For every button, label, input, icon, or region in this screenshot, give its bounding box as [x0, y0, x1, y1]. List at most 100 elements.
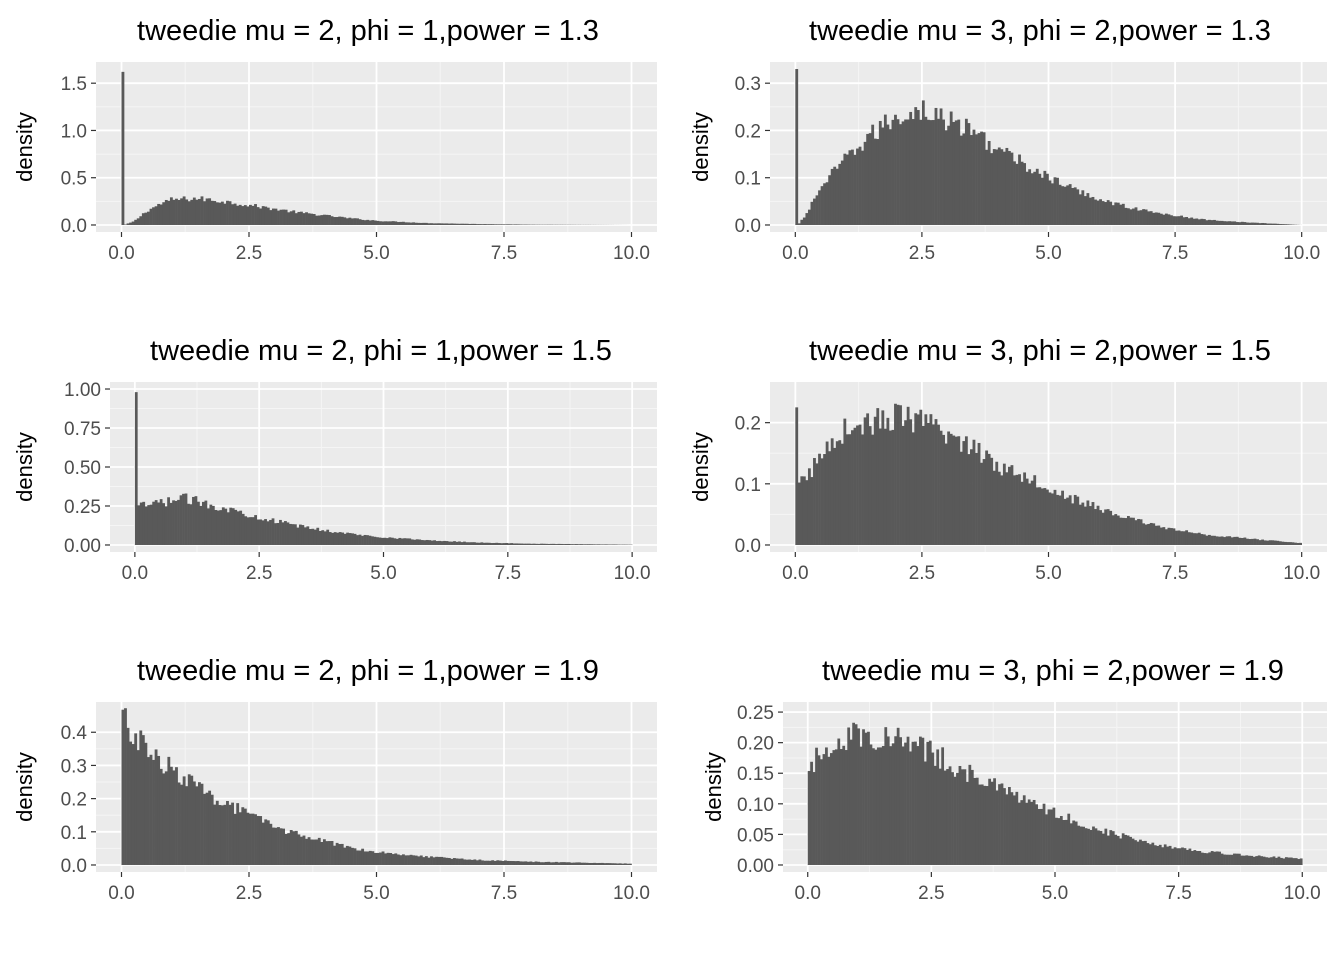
- histogram-bar: [195, 199, 199, 225]
- histogram-bar: [838, 163, 842, 225]
- histogram-bar: [911, 119, 915, 225]
- histogram-bar: [1187, 218, 1191, 225]
- histogram-bar: [292, 831, 296, 865]
- histogram-bar: [154, 206, 158, 225]
- histogram-bar: [828, 175, 832, 225]
- histogram-bar: [962, 441, 966, 545]
- histogram-bar: [124, 708, 127, 865]
- histogram-bar: [1287, 857, 1291, 865]
- histogram-bar: [312, 839, 316, 865]
- histogram-bar: [303, 527, 307, 545]
- histogram-bar: [274, 208, 278, 225]
- histogram-bar: [1292, 858, 1296, 865]
- histogram-bar: [381, 537, 384, 545]
- histogram-bar: [958, 765, 962, 865]
- histogram-bar: [442, 857, 446, 865]
- histogram-bar: [363, 220, 367, 225]
- histogram-bar: [886, 736, 890, 865]
- histogram-bar: [848, 434, 852, 545]
- histogram-bar: [911, 432, 915, 545]
- histogram-bar: [1061, 490, 1064, 545]
- histogram-bar: [220, 201, 224, 225]
- histogram-bar: [435, 541, 439, 545]
- histogram-bar: [427, 223, 431, 225]
- histogram-bar: [532, 543, 536, 545]
- histogram-bar: [1278, 541, 1282, 545]
- histogram-bar: [144, 212, 148, 225]
- histogram-bar: [884, 727, 888, 865]
- histogram-bar: [1177, 530, 1181, 545]
- histogram-bar: [1258, 223, 1262, 225]
- histogram-bar: [970, 135, 973, 225]
- x-tick-label: 5.0: [363, 883, 389, 904]
- panel-title: tweedie mu = 3, phi = 2,power = 1.5: [809, 335, 1271, 367]
- histogram-bar: [164, 771, 168, 865]
- histogram-bar: [455, 858, 459, 865]
- histogram-bar: [447, 858, 451, 865]
- histogram-bar: [430, 540, 434, 545]
- histogram-bar: [1202, 219, 1206, 225]
- histogram-bar: [1270, 857, 1273, 865]
- histogram-bar: [990, 153, 994, 225]
- histogram-bar: [249, 204, 252, 225]
- histogram-bar: [1000, 475, 1004, 545]
- histogram-bar: [1052, 807, 1056, 865]
- histogram-bar: [899, 737, 902, 865]
- histogram-bar: [149, 754, 153, 865]
- histogram-bar: [221, 507, 225, 545]
- histogram-bar: [600, 862, 604, 865]
- histogram-bar: [1072, 820, 1076, 865]
- histogram-bar: [152, 759, 155, 865]
- histogram-bar: [1126, 208, 1130, 225]
- y-axis-title: density: [12, 112, 37, 182]
- histogram-bar: [1032, 799, 1036, 865]
- histogram-bar: [1092, 826, 1095, 865]
- histogram-bar: [1089, 197, 1092, 225]
- histogram-bar: [497, 543, 501, 545]
- histogram-bar: [878, 120, 882, 225]
- histogram-bar-zero-mass: [795, 407, 799, 545]
- histogram-bar: [413, 539, 417, 545]
- histogram-bar: [975, 452, 978, 545]
- histogram-bar: [408, 538, 412, 545]
- histogram-bar: [256, 519, 260, 545]
- histogram-bar: [420, 540, 424, 545]
- histogram-bar: [379, 221, 382, 225]
- histogram-bar: [315, 215, 319, 225]
- histogram-bar: [259, 816, 263, 865]
- histogram-bar: [1213, 535, 1216, 545]
- histogram-bar: [1078, 194, 1082, 225]
- y-tick-label: 0.0: [61, 856, 87, 877]
- histogram-bar: [995, 149, 999, 225]
- histogram-bar: [1139, 519, 1143, 545]
- histogram-bar: [1061, 186, 1064, 225]
- histogram-bar: [906, 406, 910, 545]
- histogram-bar: [544, 861, 548, 865]
- histogram-bar: [407, 855, 410, 865]
- histogram-bar: [1028, 483, 1032, 545]
- histogram-bar: [623, 863, 627, 865]
- histogram-bar: [224, 508, 228, 545]
- histogram-bar: [1005, 794, 1009, 865]
- y-tick-label: 0.3: [735, 74, 761, 95]
- histogram-bar: [967, 123, 971, 225]
- histogram-bar: [834, 749, 838, 865]
- histogram-bar: [1139, 839, 1142, 865]
- histogram-bar: [308, 528, 312, 545]
- histogram-bar: [797, 223, 801, 225]
- histogram-bar: [1077, 825, 1081, 865]
- y-tick-label: 0.20: [737, 734, 774, 755]
- histogram-bar: [351, 218, 354, 225]
- histogram-bar: [200, 196, 204, 225]
- histogram-bar: [203, 201, 206, 225]
- histogram-bar: [883, 114, 887, 225]
- histogram-bar: [492, 542, 496, 545]
- histogram-bar: [453, 858, 456, 865]
- histogram-bar: [843, 418, 847, 545]
- histogram-bar: [957, 436, 961, 545]
- histogram-bar: [402, 221, 405, 225]
- panel-title: tweedie mu = 2, phi = 1,power = 1.3: [137, 15, 599, 47]
- histogram-bar: [478, 224, 482, 225]
- histogram-bar: [585, 862, 589, 865]
- histogram-bar: [172, 770, 176, 865]
